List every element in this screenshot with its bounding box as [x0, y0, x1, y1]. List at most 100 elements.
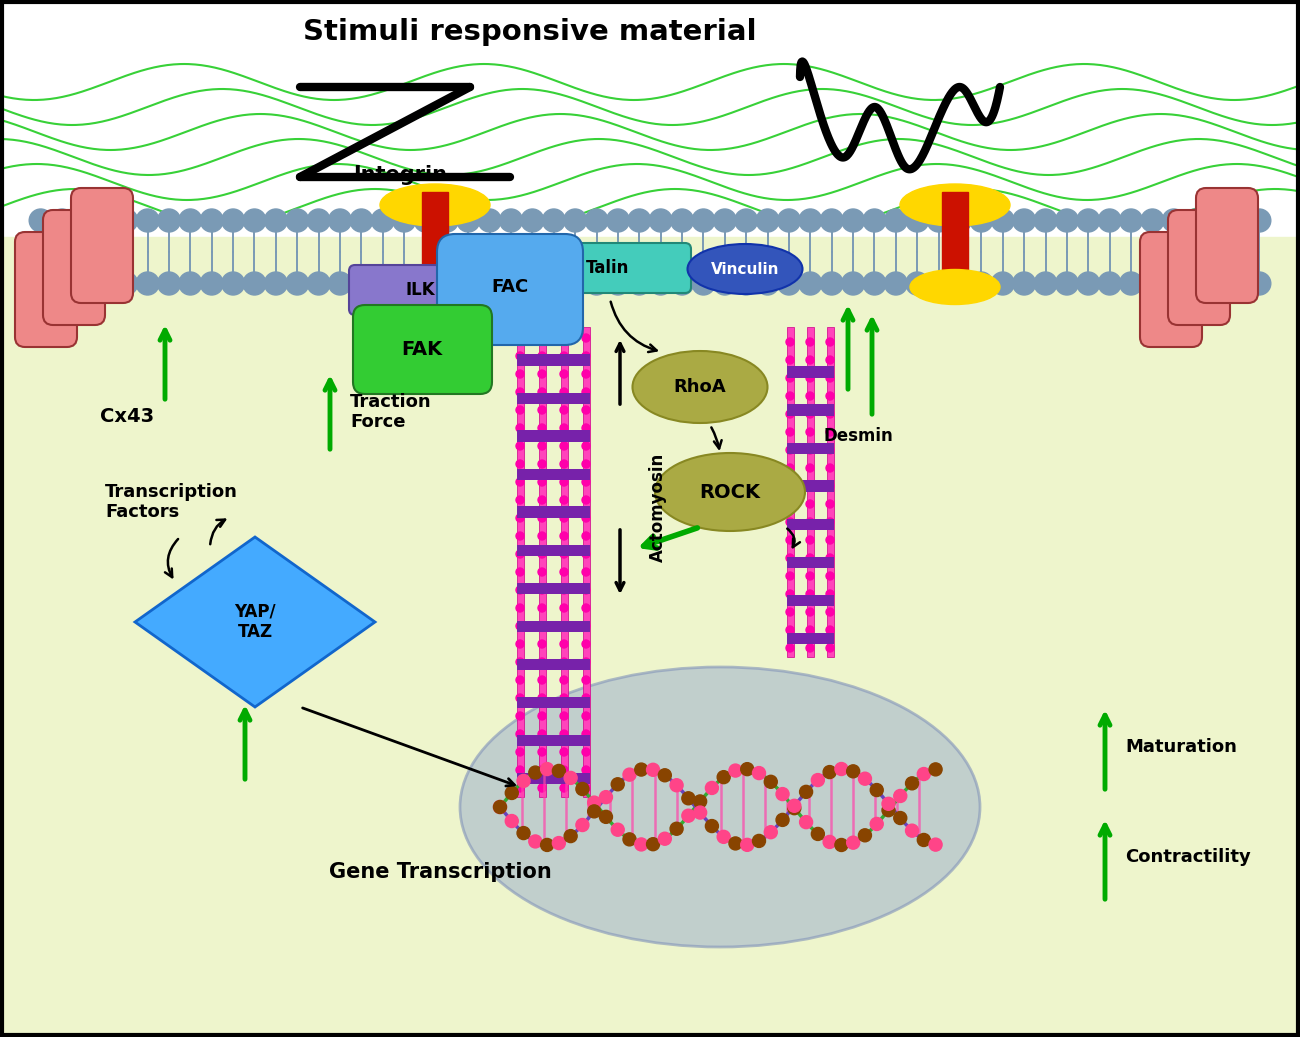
Circle shape — [949, 272, 971, 295]
Circle shape — [51, 209, 74, 232]
Circle shape — [560, 712, 568, 720]
Circle shape — [800, 816, 812, 829]
Bar — [516, 327, 524, 797]
Circle shape — [806, 410, 814, 418]
Circle shape — [114, 272, 138, 295]
Circle shape — [136, 209, 159, 232]
Circle shape — [350, 209, 373, 232]
Circle shape — [538, 640, 546, 648]
Polygon shape — [135, 537, 374, 707]
Circle shape — [894, 789, 907, 803]
Circle shape — [826, 356, 835, 364]
Circle shape — [264, 209, 287, 232]
Circle shape — [582, 352, 590, 360]
Ellipse shape — [380, 184, 490, 226]
Bar — [786, 327, 793, 657]
Circle shape — [588, 796, 601, 809]
Circle shape — [582, 604, 590, 612]
Circle shape — [734, 209, 758, 232]
Circle shape — [179, 209, 202, 232]
Circle shape — [786, 428, 794, 436]
Circle shape — [841, 209, 864, 232]
Circle shape — [516, 532, 524, 540]
Bar — [516, 734, 589, 746]
FancyBboxPatch shape — [43, 211, 105, 325]
Circle shape — [564, 272, 586, 295]
Bar — [516, 697, 589, 707]
Circle shape — [826, 392, 835, 400]
Circle shape — [1013, 272, 1036, 295]
Bar — [786, 594, 833, 606]
Circle shape — [516, 730, 524, 738]
Circle shape — [51, 272, 74, 295]
Circle shape — [529, 835, 542, 848]
Circle shape — [670, 779, 682, 792]
Circle shape — [516, 370, 524, 379]
Circle shape — [786, 608, 794, 616]
Circle shape — [1056, 272, 1079, 295]
Circle shape — [29, 272, 52, 295]
Circle shape — [538, 694, 546, 702]
Circle shape — [682, 809, 696, 822]
Circle shape — [582, 586, 590, 594]
Bar — [0, 237, 1300, 1037]
Circle shape — [538, 478, 546, 486]
Circle shape — [826, 626, 835, 634]
Circle shape — [671, 209, 694, 232]
Circle shape — [884, 272, 907, 295]
Circle shape — [714, 272, 736, 295]
Circle shape — [560, 658, 568, 666]
Ellipse shape — [390, 270, 480, 305]
Circle shape — [764, 776, 777, 788]
Circle shape — [516, 442, 524, 450]
Text: YAP/
TAZ: YAP/ TAZ — [234, 602, 276, 642]
Circle shape — [858, 829, 871, 842]
Ellipse shape — [910, 270, 1000, 305]
Circle shape — [582, 676, 590, 684]
Circle shape — [786, 410, 794, 418]
Circle shape — [588, 805, 601, 818]
Circle shape — [753, 766, 766, 780]
Circle shape — [516, 694, 524, 702]
Circle shape — [560, 550, 568, 558]
Circle shape — [786, 392, 794, 400]
Bar — [538, 327, 546, 797]
Bar — [786, 443, 833, 453]
Circle shape — [564, 830, 577, 843]
FancyBboxPatch shape — [1140, 232, 1202, 347]
Circle shape — [516, 478, 524, 486]
Circle shape — [806, 428, 814, 436]
Circle shape — [658, 833, 671, 845]
Circle shape — [560, 640, 568, 648]
Circle shape — [1098, 209, 1121, 232]
Circle shape — [628, 272, 651, 295]
Circle shape — [1076, 272, 1100, 295]
Circle shape — [582, 712, 590, 720]
FancyBboxPatch shape — [437, 234, 582, 345]
Circle shape — [1205, 209, 1228, 232]
Circle shape — [1034, 209, 1057, 232]
Circle shape — [599, 810, 612, 823]
Circle shape — [243, 272, 266, 295]
Circle shape — [798, 209, 822, 232]
Text: Contractility: Contractility — [1124, 848, 1251, 866]
Circle shape — [243, 209, 266, 232]
Circle shape — [582, 730, 590, 738]
Circle shape — [682, 792, 696, 805]
FancyBboxPatch shape — [72, 188, 133, 303]
Circle shape — [811, 774, 824, 786]
Circle shape — [788, 800, 801, 812]
Circle shape — [930, 763, 942, 776]
Circle shape — [718, 770, 731, 784]
Circle shape — [846, 836, 859, 849]
Circle shape — [552, 764, 566, 778]
Circle shape — [1248, 209, 1271, 232]
Circle shape — [692, 272, 715, 295]
Circle shape — [560, 766, 568, 774]
Text: Talin: Talin — [586, 259, 629, 277]
Circle shape — [823, 836, 836, 848]
Circle shape — [179, 272, 202, 295]
Circle shape — [560, 370, 568, 379]
Circle shape — [538, 568, 546, 576]
Circle shape — [582, 407, 590, 414]
